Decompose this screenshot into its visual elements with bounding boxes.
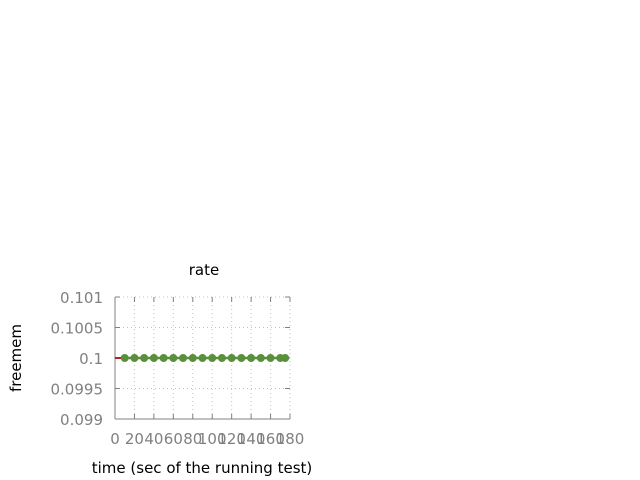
data-point xyxy=(188,354,197,362)
x-tick-label: 140 xyxy=(237,430,266,448)
chart-title: rate xyxy=(189,261,219,279)
series xyxy=(115,354,290,362)
data-point xyxy=(179,354,188,362)
x-tick-label: 180 xyxy=(276,430,305,448)
data-point xyxy=(256,354,265,362)
data-point xyxy=(227,354,236,362)
y-axis-label: freemem xyxy=(7,324,25,392)
x-tick-label: 0 xyxy=(110,430,120,448)
data-point xyxy=(149,354,158,362)
data-point xyxy=(217,354,226,362)
data-point xyxy=(120,354,129,362)
data-point xyxy=(281,354,290,362)
data-point xyxy=(266,354,275,362)
data-point xyxy=(247,354,256,362)
x-tick-label: 20 xyxy=(125,430,144,448)
y-tick-label: 0.101 xyxy=(60,289,103,307)
x-tick-label: 100 xyxy=(198,430,227,448)
y-tick-label: 0.0995 xyxy=(51,381,104,399)
x-tick-label: 60 xyxy=(164,430,183,448)
data-point xyxy=(130,354,139,362)
x-axis-label: time (sec of the running test) xyxy=(92,459,313,477)
data-point xyxy=(159,354,168,362)
data-point xyxy=(198,354,207,362)
data-point xyxy=(208,354,217,362)
x-tick-label: 120 xyxy=(217,430,246,448)
data-point xyxy=(140,354,149,362)
y-tick-label: 0.099 xyxy=(60,411,103,429)
data-point xyxy=(237,354,246,362)
x-tick-label: 80 xyxy=(183,430,202,448)
x-tick-label: 160 xyxy=(256,430,285,448)
data-point xyxy=(169,354,178,362)
y-tick-label: 0.1005 xyxy=(51,320,104,338)
y-tick-label: 0.1 xyxy=(79,350,103,368)
x-tick-label: 40 xyxy=(144,430,163,448)
